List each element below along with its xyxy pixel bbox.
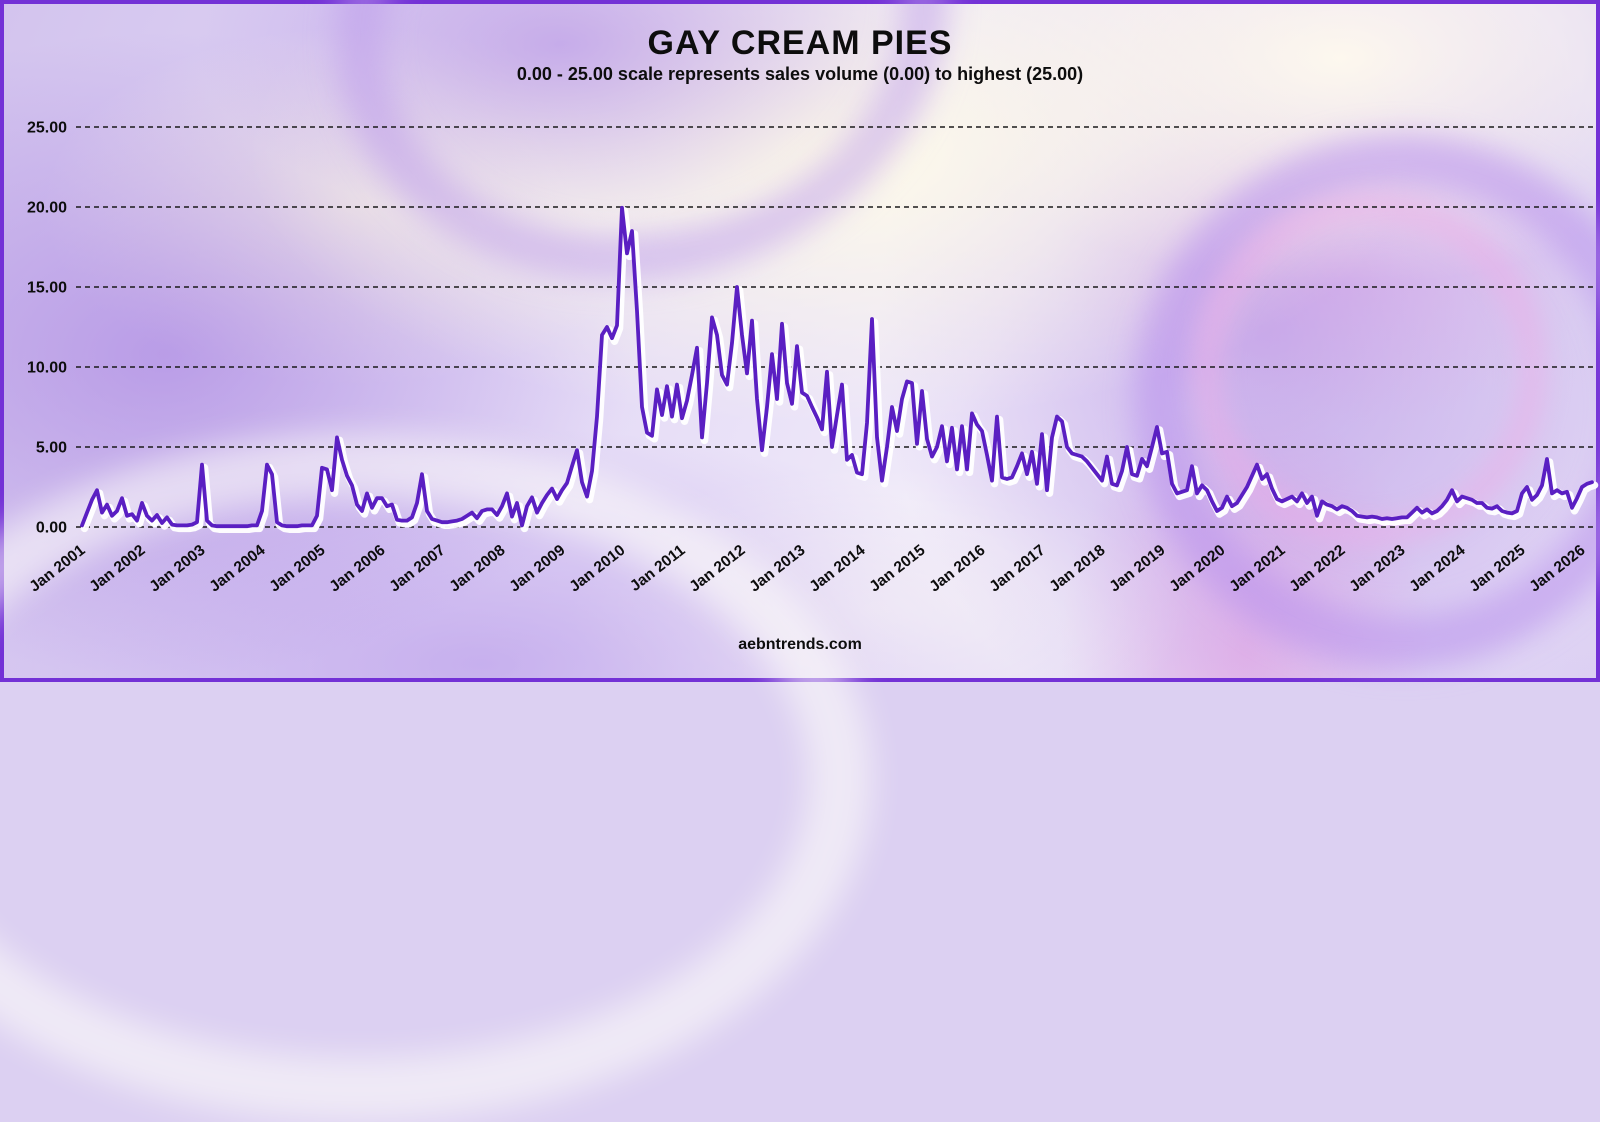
trend-line: [80, 205, 1594, 529]
x-axis-label: Jan 2026: [1526, 542, 1588, 596]
x-axis-label: Jan 2010: [566, 542, 628, 596]
x-axis-label: Jan 2008: [446, 542, 508, 596]
trend-line-halo: [80, 207, 1599, 533]
page-title: GAY CREAM PIES: [647, 24, 953, 62]
x-axis-label: Jan 2017: [986, 542, 1048, 596]
x-axis-label: Jan 2012: [686, 542, 748, 596]
x-axis-label: Jan 2015: [866, 542, 928, 596]
x-axis-label: Jan 2020: [1166, 542, 1228, 596]
x-axis-label: Jan 2007: [386, 542, 448, 596]
y-axis-label: 10.00: [27, 360, 67, 377]
x-axis-label: Jan 2022: [1286, 542, 1348, 596]
watermark-url: aebntrends.com: [738, 636, 862, 653]
y-axis-label: 0.00: [36, 520, 67, 537]
x-axis-label: Jan 2023: [1346, 542, 1408, 596]
x-axis-label: Jan 2003: [146, 542, 208, 596]
x-axis-label: Jan 2021: [1226, 542, 1288, 596]
x-axis-label: Jan 2002: [86, 542, 148, 596]
y-axis-label: 20.00: [27, 200, 67, 217]
y-axis-label: 15.00: [27, 280, 67, 297]
x-axis-label: Jan 2025: [1466, 542, 1528, 596]
x-axis-label: Jan 2001: [26, 542, 88, 596]
x-axis-label: Jan 2018: [1046, 542, 1108, 596]
x-axis-label: Jan 2004: [206, 542, 268, 596]
x-axis-label: Jan 2024: [1406, 542, 1468, 596]
x-axis-label: Jan 2013: [746, 542, 808, 596]
x-axis-label: Jan 2019: [1106, 542, 1168, 596]
y-axis-label: 25.00: [27, 120, 67, 137]
x-axis-label: Jan 2006: [326, 542, 388, 596]
x-axis-label: Jan 2009: [506, 542, 568, 596]
x-axis-label: Jan 2016: [926, 542, 988, 596]
x-axis-label: Jan 2011: [627, 542, 689, 595]
y-axis-label: 5.00: [36, 440, 67, 457]
page-subtitle: 0.00 - 25.00 scale represents sales volu…: [516, 64, 1084, 84]
x-axis-label: Jan 2005: [266, 542, 328, 596]
cream-swirl-background: [4, 4, 1596, 678]
x-axis-label: Jan 2014: [806, 542, 868, 596]
